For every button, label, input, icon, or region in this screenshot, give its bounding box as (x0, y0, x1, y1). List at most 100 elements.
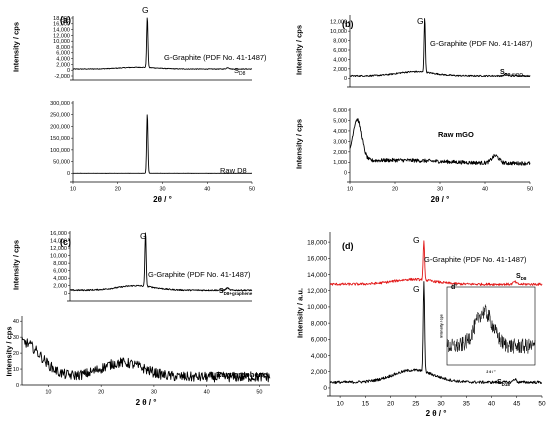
y-tick-label: 12,000 (53, 33, 70, 39)
y-tick-label: 6,000 (333, 108, 347, 114)
y-tick-label: 14,000 (307, 272, 327, 279)
y-tick-label: 1,000 (333, 160, 347, 166)
y-tick-label: 0 (67, 68, 70, 74)
y-tick-label: 40 (13, 319, 19, 325)
y-tick-label: 50,000 (53, 160, 70, 166)
y-axis-label: Intensity / cps (439, 314, 443, 337)
y-tick-label: 18,000 (53, 16, 70, 22)
chart-d-main: 0 2,000 4,000 6,000 8,000 10,000 12,000 14,000 1… (296, 232, 546, 418)
x-tick-label: 30 (437, 401, 445, 408)
y-tick-label: 6,000 (56, 51, 70, 57)
y-tick-label: 16,000 (50, 231, 67, 237)
y-tick-label: 250,000 (50, 113, 70, 119)
series-line-black (349, 118, 531, 166)
y-tick-label: 4,000 (311, 353, 328, 360)
series-line-black (72, 114, 253, 174)
y-tick-label: 30 (13, 335, 19, 341)
y-tick-label: 8,000 (53, 261, 67, 267)
x-axis-label: 2 θ / ° (426, 409, 447, 418)
x-tick-label: 20 (115, 187, 121, 193)
chart-c-bottom: 0 10 20 30 40 10 20 30 40 50 Intensity / cps 2 θ / … (5, 316, 271, 407)
y-tick-label: 4,000 (53, 276, 67, 282)
annotation-raw-d8: Raw D8 (220, 166, 247, 175)
annotation-b-graphite: G-Graphite (PDF No. 41-1487) (430, 39, 533, 48)
annotation-b-g: G (417, 16, 424, 26)
x-tick-label: 20 (387, 401, 395, 408)
y-tick-label: 0 (344, 171, 347, 177)
y-tick-label: 14,000 (50, 238, 67, 244)
y-tick-label: 8,000 (333, 38, 347, 44)
y-tick-label: 20 (13, 351, 19, 357)
y-tick-label: 200,000 (50, 124, 70, 130)
y-tick-label: -2,000 (54, 74, 70, 80)
annotation-b-s: SD8-mGO (500, 69, 523, 77)
y-tick-label: 4,000 (333, 57, 347, 63)
y-tick-label: 16,000 (53, 22, 70, 28)
x-tick-label: 50 (527, 187, 533, 193)
series-line-red (329, 240, 543, 286)
y-tick-label: 300,000 (50, 101, 70, 107)
y-axis-label: Intensity / cps (12, 240, 21, 290)
panel-label-c: (c) (60, 237, 71, 247)
x-tick-label: 10 (347, 187, 353, 193)
y-tick-label: 10,000 (330, 29, 347, 35)
x-tick-label: 40 (482, 187, 488, 193)
x-tick-label: 10 (45, 390, 51, 396)
y-axis-label: Intensity / cps (295, 25, 304, 75)
annotation-c-graphite: G-Graphite (PDF No. 41-1487) (148, 270, 251, 279)
y-tick-label: 10 (13, 367, 19, 373)
x-tick-label: 40 (204, 187, 210, 193)
series-line-black (69, 232, 253, 292)
annotation-d-g-red: G (413, 235, 420, 245)
y-tick-label: 10,000 (50, 254, 67, 260)
chart-d-inset: Intensity / cps 2 θ / ° (439, 286, 536, 374)
y-tick-label: 0 (64, 291, 67, 297)
y-tick-label: 8,000 (311, 320, 328, 327)
y-tick-label: 6,000 (311, 337, 328, 344)
y-tick-label: 12,000 (307, 288, 327, 295)
y-tick-label: 0 (344, 76, 347, 82)
series-line-black (446, 304, 536, 354)
chart-b-bottom: 0 1,000 2,000 3,000 4,000 5,000 6,000 10 20 30 40 5… (295, 108, 533, 204)
annotation-a-graphite: G-Graphite (PDF No. 41-1487) (164, 53, 267, 62)
y-tick-label: 10,000 (307, 304, 327, 311)
y-tick-label: 2,000 (333, 67, 347, 73)
x-tick-label: 40 (488, 401, 496, 408)
x-tick-label: 50 (249, 187, 255, 193)
y-tick-label: 2,000 (333, 150, 347, 156)
y-axis-label: Intensity / cps (12, 22, 21, 72)
y-tick-label: 6,000 (53, 269, 67, 275)
chart-panels: -2,00002,0004,0006,0008,00010,00012,0001… (5, 15, 546, 418)
annotation-d-graphite: G-Graphite (PDF No. 41-1487) (424, 255, 527, 264)
series-line-black (21, 336, 271, 383)
x-tick-label: 50 (538, 401, 546, 408)
y-tick-label: 2,000 (311, 369, 328, 376)
series-line-black (329, 281, 543, 385)
annotation-a-g: G (142, 5, 149, 15)
y-tick-label: 150,000 (50, 136, 70, 142)
annotation-d-s-d18: SD18 (497, 379, 510, 387)
annotation-d-s-d8: SD8 (516, 273, 527, 281)
x-tick-label: 20 (392, 187, 398, 193)
y-tick-label: 14,000 (53, 28, 70, 34)
x-tick-label: 15 (362, 401, 370, 408)
inset-frame (446, 286, 536, 366)
x-tick-label: 25 (412, 401, 420, 408)
y-tick-label: 12,000 (330, 20, 347, 26)
y-tick-label: 8,000 (56, 45, 70, 51)
x-tick-label: 10 (70, 187, 76, 193)
x-tick-label: 40 (204, 390, 210, 396)
y-axis-label: Intensity / cps (295, 119, 304, 169)
y-tick-label: 0 (323, 385, 327, 392)
x-tick-label: 50 (256, 390, 262, 396)
panel-label-d-inset: d' (451, 284, 457, 291)
x-axis-label: 2 θ / ° (136, 398, 157, 407)
annotation-raw-graphene: Raw graphene (216, 370, 267, 379)
y-tick-label: 6,000 (333, 48, 347, 54)
y-tick-label: 100,000 (50, 148, 70, 154)
y-tick-label: 2,000 (56, 62, 70, 68)
x-axis-label: 2 θ / ° (486, 370, 496, 374)
y-tick-label: 16,000 (307, 256, 327, 263)
